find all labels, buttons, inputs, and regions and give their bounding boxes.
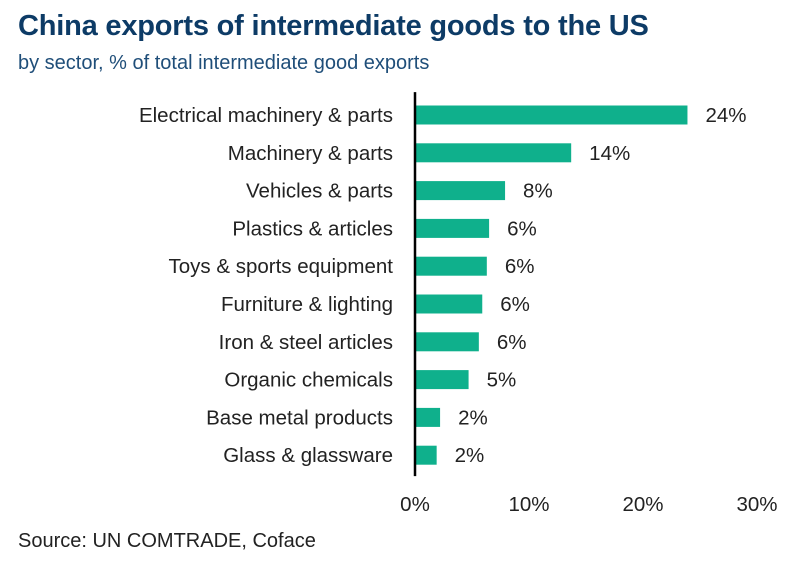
- value-label: 6%: [507, 217, 537, 240]
- category-label: Plastics & articles: [232, 217, 393, 240]
- x-tick-label: 0%: [400, 493, 430, 516]
- bar: [415, 218, 490, 238]
- bar: [415, 181, 506, 201]
- bar: [415, 332, 479, 352]
- value-label: 6%: [505, 255, 535, 278]
- x-tick-label: 30%: [736, 493, 777, 516]
- bar: [415, 294, 483, 314]
- source-note: Source: UN COMTRADE, Coface: [18, 530, 316, 552]
- value-label: 14%: [589, 142, 630, 165]
- bars-group: [415, 105, 688, 465]
- bar: [415, 105, 688, 125]
- bar: [415, 407, 441, 427]
- category-label: Iron & steel articles: [219, 331, 393, 354]
- category-label: Organic chemicals: [224, 369, 393, 392]
- value-label: 6%: [500, 293, 530, 316]
- chart-subtitle: by sector, % of total intermediate good …: [18, 52, 430, 74]
- x-tick-label: 10%: [508, 493, 549, 516]
- bar: [415, 445, 437, 465]
- value-label: 6%: [497, 331, 527, 354]
- category-label: Toys & sports equipment: [169, 255, 394, 278]
- value-label: 24%: [705, 104, 746, 127]
- bar: [415, 143, 572, 163]
- value-label: 5%: [487, 369, 517, 392]
- category-label: Vehicles & parts: [246, 180, 393, 203]
- x-tick-label: 20%: [622, 493, 663, 516]
- category-label: Electrical machinery & parts: [139, 104, 393, 127]
- category-label: Glass & glassware: [223, 444, 393, 467]
- category-label: Machinery & parts: [228, 142, 393, 165]
- value-label: 2%: [458, 406, 488, 429]
- category-labels-group: Electrical machinery & parts Machinery & …: [139, 104, 393, 467]
- value-label: 8%: [523, 180, 553, 203]
- x-axis-ticks-group: 0% 10% 20% 30%: [400, 493, 777, 516]
- value-labels-group: 24% 14% 8% 6% 6% 6% 6% 5% 2% 2%: [455, 104, 747, 467]
- category-label: Furniture & lighting: [221, 293, 393, 316]
- category-label: Base metal products: [206, 406, 393, 429]
- bar: [415, 370, 469, 390]
- bar: [415, 256, 487, 276]
- value-label: 2%: [455, 444, 485, 467]
- chart-title: China exports of intermediate goods to t…: [18, 10, 649, 42]
